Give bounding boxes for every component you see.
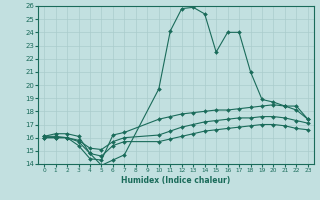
X-axis label: Humidex (Indice chaleur): Humidex (Indice chaleur) xyxy=(121,176,231,185)
